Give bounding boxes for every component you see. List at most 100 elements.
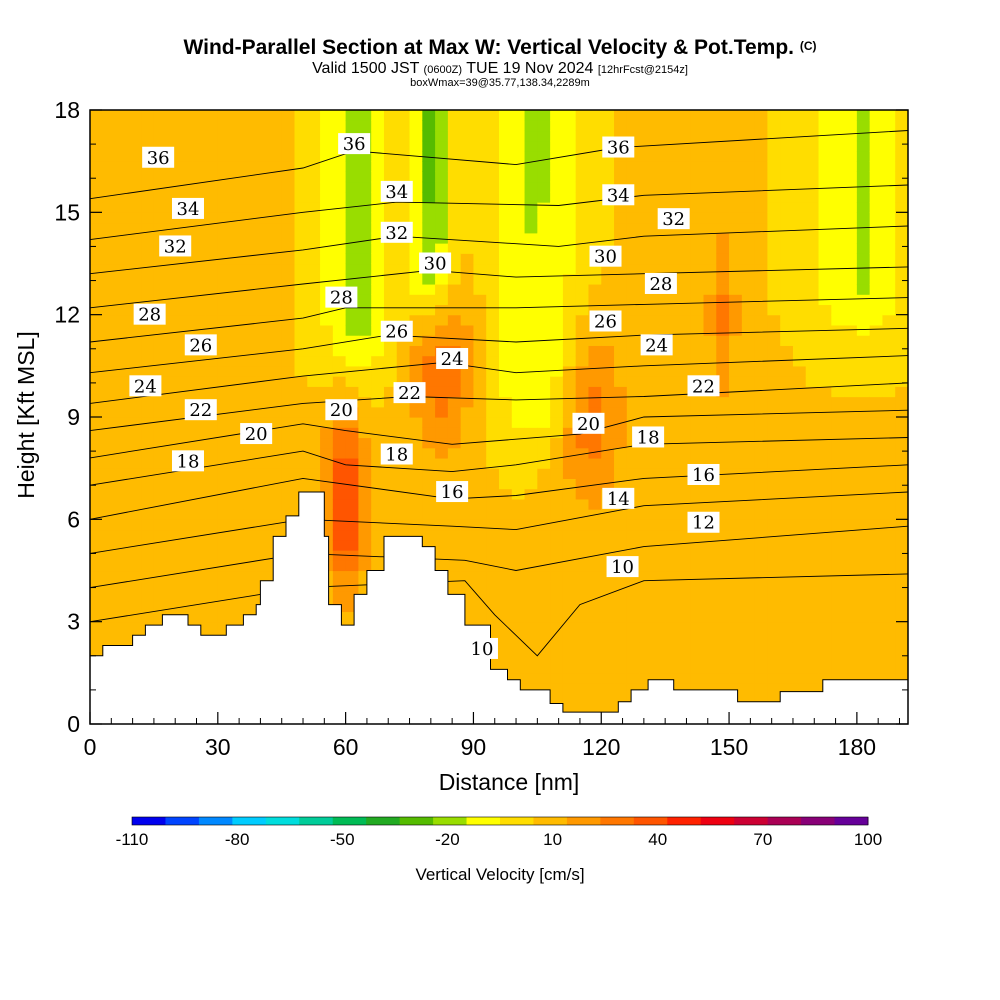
velocity-cell: [716, 376, 730, 387]
velocity-cell: [511, 110, 526, 121]
velocity-cell: [460, 314, 475, 326]
velocity-cell: [856, 570, 871, 582]
velocity-cell: [320, 447, 334, 459]
velocity-cell: [205, 314, 219, 326]
velocity-cell: [179, 314, 193, 326]
velocity-cell: [499, 304, 513, 316]
velocity-cell: [115, 345, 129, 357]
velocity-cell: [447, 304, 462, 316]
velocity-cell: [741, 642, 756, 653]
velocity-cell: [511, 253, 526, 265]
velocity-cell: [831, 345, 845, 357]
velocity-cell: [307, 355, 321, 367]
velocity-cell: [562, 519, 577, 531]
velocity-cell: [550, 652, 564, 664]
velocity-cell: [856, 406, 871, 418]
velocity-cell: [179, 365, 193, 377]
velocity-cell: [128, 232, 142, 244]
velocity-cell: [677, 601, 692, 613]
velocity-cell: [90, 519, 104, 531]
velocity-cell: [102, 345, 117, 357]
velocity-cell: [153, 110, 168, 121]
velocity-cell: [754, 683, 769, 694]
velocity-cell: [486, 621, 500, 633]
velocity-cell: [805, 672, 820, 684]
velocity-cell: [831, 447, 845, 459]
velocity-cell: [345, 243, 360, 254]
velocity-cell: [805, 345, 820, 357]
velocity-cell: [511, 672, 526, 684]
velocity-cell: [166, 570, 181, 582]
velocity-cell: [588, 345, 602, 357]
velocity-cell: [703, 150, 717, 162]
velocity-cell: [703, 672, 717, 684]
velocity-cell: [677, 376, 692, 387]
velocity-cell: [230, 335, 244, 346]
velocity-cell: [230, 171, 244, 183]
velocity-cell: [895, 283, 908, 295]
velocity-cell: [818, 468, 832, 479]
velocity-cell: [422, 171, 436, 183]
velocity-cell: [639, 662, 653, 674]
velocity-cell: [141, 140, 155, 152]
velocity-cell: [486, 457, 500, 469]
velocity-cell: [473, 417, 487, 428]
velocity-cell: [677, 314, 692, 326]
velocity-cell: [511, 437, 526, 449]
velocity-cell: [447, 181, 462, 193]
velocity-cell: [409, 191, 423, 203]
velocity-cell: [550, 232, 564, 244]
velocity-cell: [895, 324, 908, 336]
velocity-cell: [844, 672, 858, 684]
velocity-cell: [141, 539, 155, 551]
velocity-cell: [550, 130, 564, 142]
velocity-cell: [243, 191, 257, 203]
velocity-cell: [141, 222, 155, 234]
velocity-cell: [665, 550, 679, 561]
velocity-cell: [205, 376, 219, 387]
velocity-cell: [652, 621, 666, 633]
velocity-cell: [217, 304, 232, 316]
velocity-cell: [371, 335, 385, 346]
velocity-cell: [562, 693, 577, 705]
velocity-cell: [409, 478, 423, 490]
velocity-cell: [550, 110, 564, 121]
velocity-cell: [895, 437, 908, 449]
velocity-cell: [550, 417, 564, 428]
velocity-cell: [537, 509, 551, 520]
contour-label-text: 36: [343, 134, 366, 155]
velocity-cell: [281, 222, 296, 234]
velocity-cell: [856, 427, 871, 439]
velocity-cell: [371, 396, 385, 408]
velocity-cell: [703, 335, 717, 346]
velocity-cell: [460, 590, 475, 602]
velocity-cell: [550, 580, 564, 592]
velocity-cell: [805, 232, 820, 244]
velocity-cell: [422, 243, 436, 254]
velocity-cell: [677, 509, 692, 520]
velocity-cell: [409, 406, 423, 418]
velocity-cell: [447, 509, 462, 520]
contour-label-28: 28: [325, 286, 358, 309]
velocity-cell: [524, 263, 538, 275]
velocity-cell: [128, 570, 142, 582]
velocity-cell: [665, 631, 679, 643]
velocity-cell: [422, 120, 436, 132]
contour-label-bg: [184, 334, 217, 356]
velocity-cell: [243, 355, 257, 367]
velocity-cell: [179, 529, 193, 541]
velocity-cell: [716, 427, 730, 439]
velocity-cell: [729, 191, 743, 203]
colorbar-swatch: [734, 817, 769, 825]
velocity-cell: [767, 683, 781, 694]
velocity-cell: [741, 652, 756, 664]
velocity-cell: [639, 509, 653, 520]
velocity-cell: [320, 232, 334, 244]
velocity-cell: [831, 652, 845, 664]
velocity-cell: [677, 232, 692, 244]
velocity-cell: [690, 345, 705, 357]
velocity-cell: [537, 539, 551, 551]
velocity-cell: [741, 212, 756, 224]
velocity-cell: [332, 376, 347, 387]
velocity-cell: [435, 222, 449, 234]
